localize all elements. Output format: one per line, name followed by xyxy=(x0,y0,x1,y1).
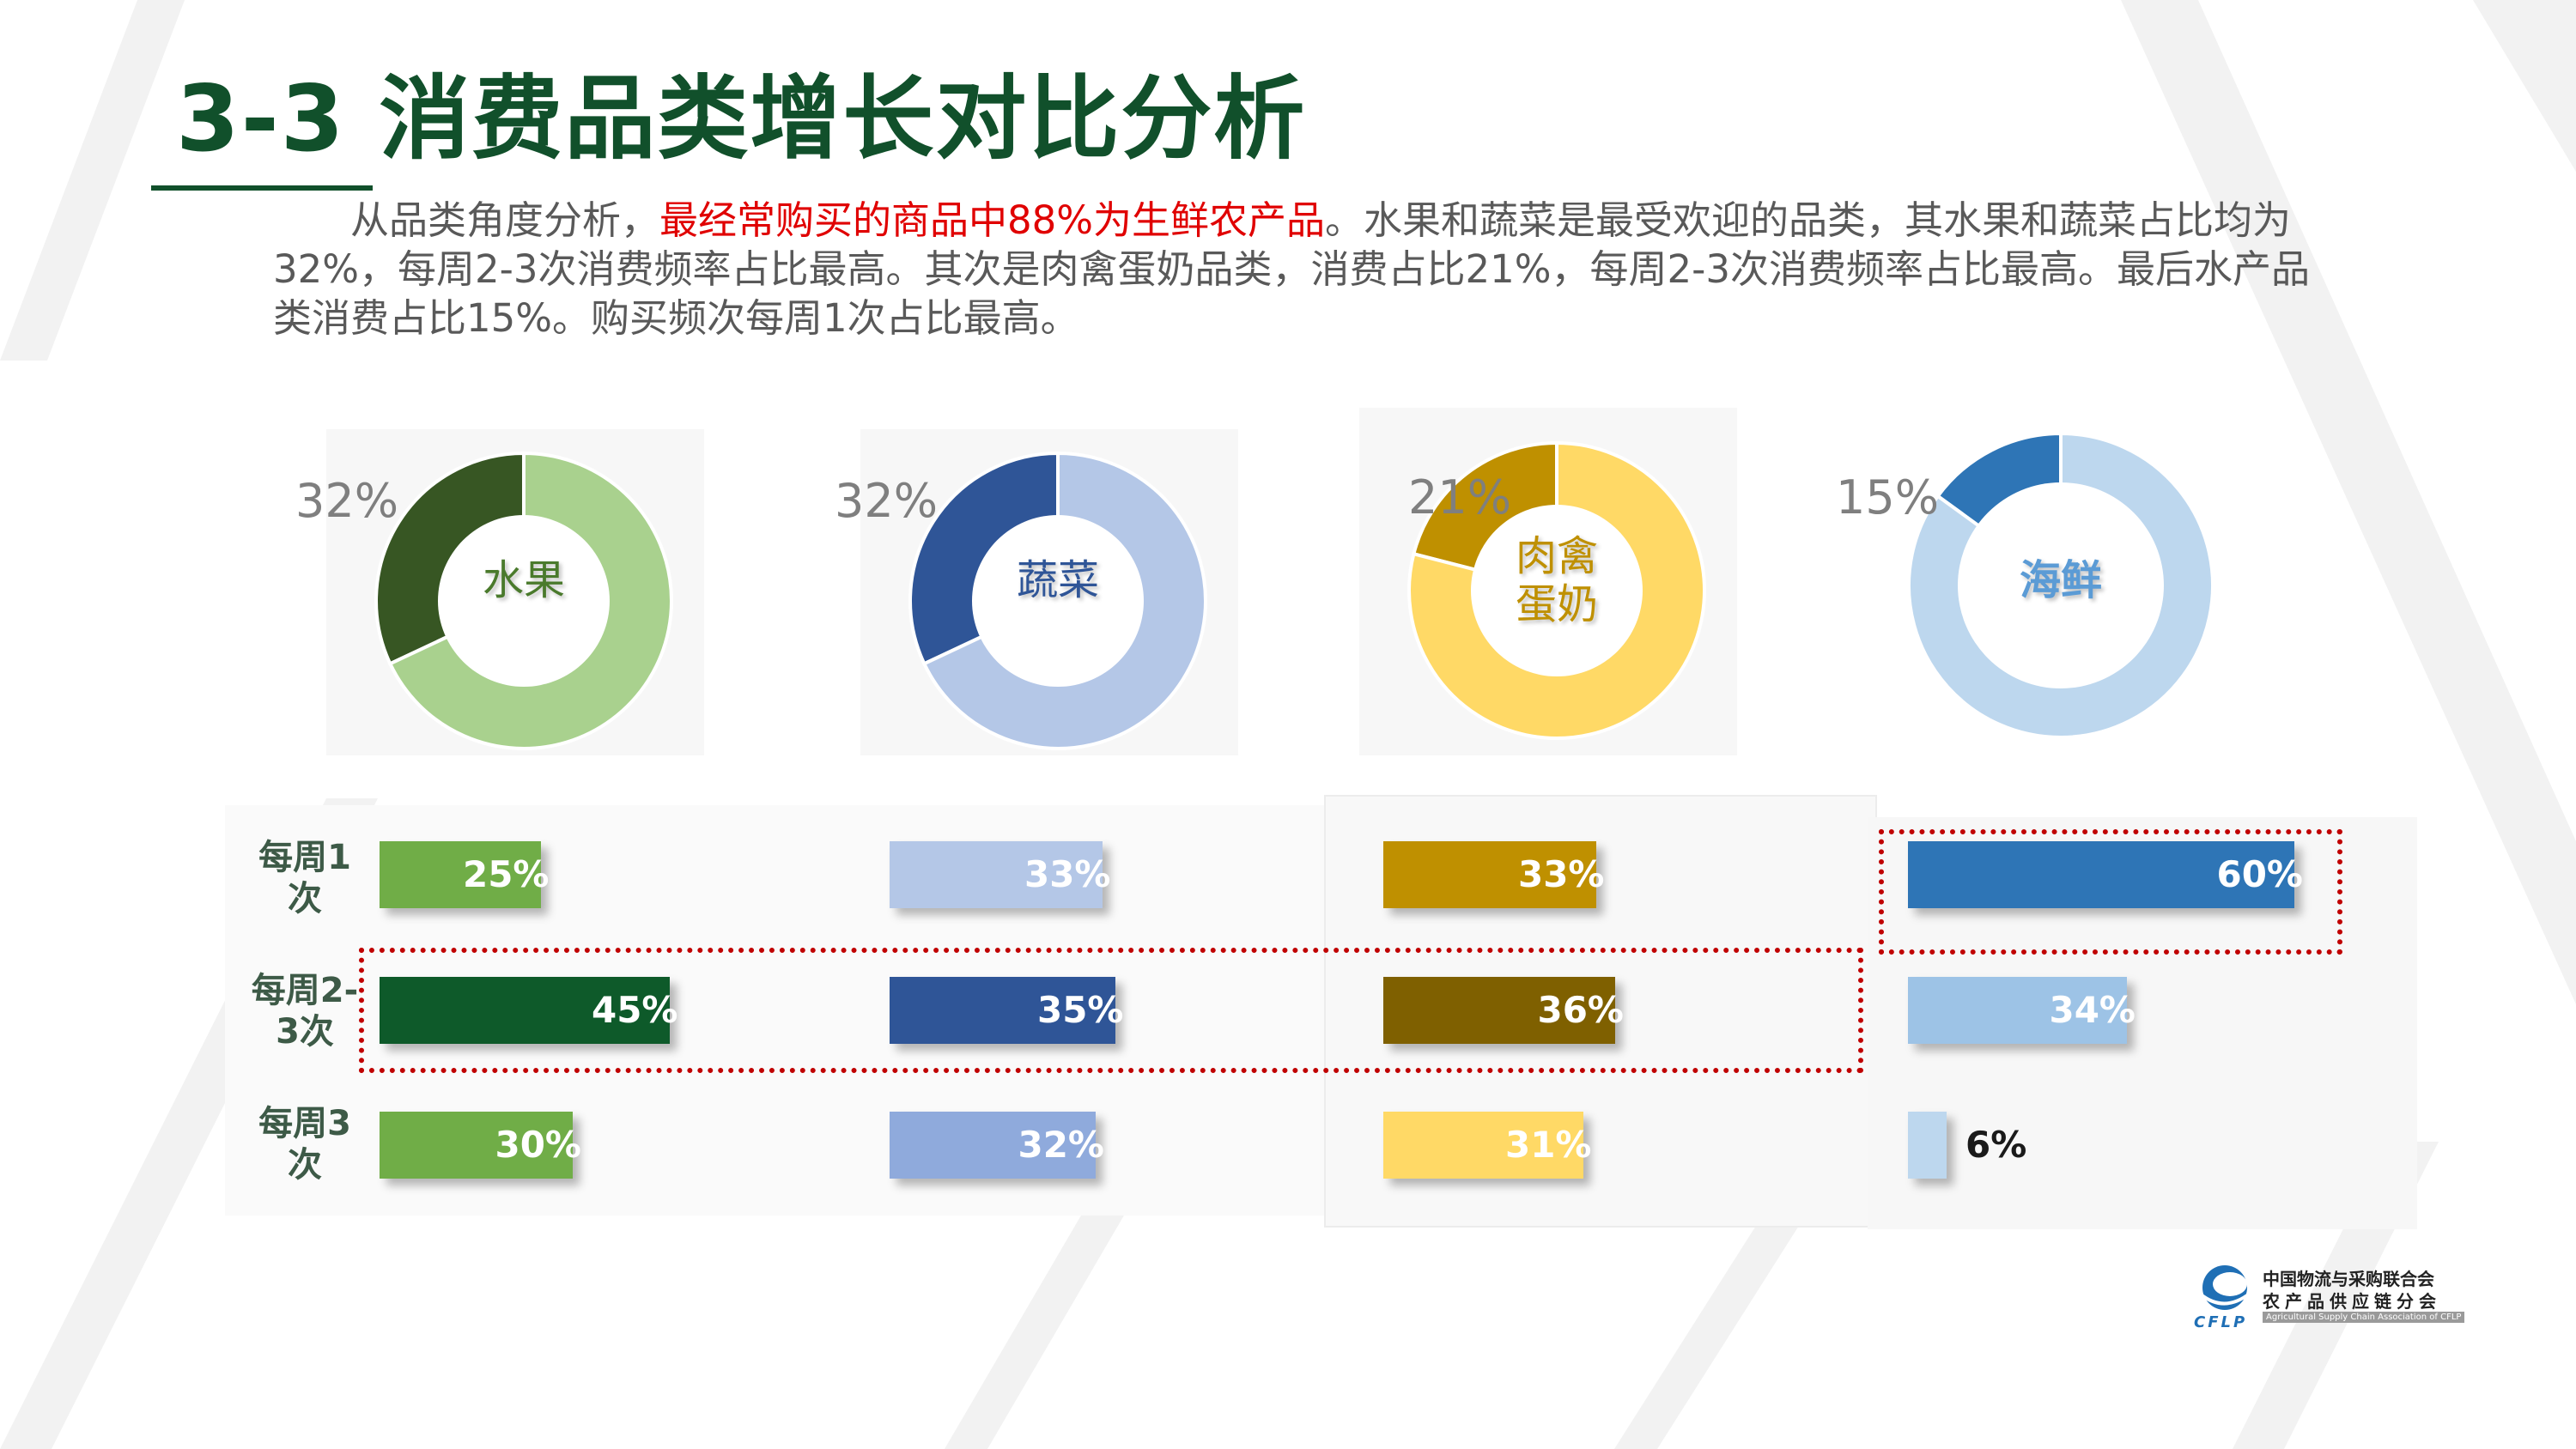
bar-meat-row3: 31% xyxy=(1383,1112,1592,1179)
donut-chart-meat xyxy=(1402,436,1711,745)
donut-center-label: 蔬菜 xyxy=(1016,556,1099,604)
donut-value-label: 15% xyxy=(1836,470,1940,524)
logo-abbr: CFLP xyxy=(2194,1313,2248,1331)
bar-value-label: 35% xyxy=(1036,989,1124,1031)
donut-center-label: 水果 xyxy=(482,556,565,604)
bar-value-label: 31% xyxy=(1504,1124,1592,1166)
globe-logo-icon xyxy=(2199,1265,2252,1310)
bar-value-label: 34% xyxy=(2049,989,2136,1031)
row-label-line: 3次 xyxy=(276,1012,334,1052)
donut-hole xyxy=(1471,505,1643,676)
bar-seafood-row1: 60% xyxy=(1908,841,2303,908)
bar-seafood-row2: 34% xyxy=(1908,977,2136,1044)
bar-meat-row2: 36% xyxy=(1383,977,1624,1044)
row-label-line: 次 xyxy=(288,1145,322,1185)
bar-fruit-row1: 25% xyxy=(380,841,550,908)
row-label-line: 每周3 xyxy=(258,1104,351,1143)
bar-value-label: 33% xyxy=(1024,853,1111,895)
bar-value-label: 30% xyxy=(495,1124,581,1166)
donut-center-label-line1: 肉禽 xyxy=(1515,532,1598,580)
donut-chart-veg xyxy=(903,446,1212,755)
row-label-line: 每周2- xyxy=(251,971,359,1010)
bar-seafood-row3: 6% xyxy=(1908,1112,2026,1179)
intro-text-rest: 。水果和蔬菜是最受欢迎的品类，其水果和蔬菜占比均为32%，每周2-3次消费频率占… xyxy=(273,197,2311,341)
row-label-weekly-1: 每周1 次 xyxy=(219,837,391,919)
donut-chart-seafood xyxy=(1902,427,2220,744)
cflp-logo: CFLP 中国物流与采购联合会 农产品供应链分会 Agricultural Su… xyxy=(2194,1264,2465,1341)
highlight-box-seafood-weekly-1 xyxy=(1879,829,2342,955)
bar-value-label: 25% xyxy=(462,853,550,895)
title-underline xyxy=(151,185,373,191)
highlight-box-weekly-2-3 xyxy=(359,948,1863,1073)
bar-value-label: 60% xyxy=(2216,853,2303,895)
donut-hole xyxy=(438,515,610,687)
bar-meat-row1: 33% xyxy=(1383,841,1605,908)
bar-value-label: 45% xyxy=(591,989,678,1031)
row-label-weekly-2-3: 每周2- 3次 xyxy=(219,970,391,1052)
bar-value-label: 36% xyxy=(1537,989,1624,1031)
donut-slice-seafood-remainder xyxy=(1907,431,2215,739)
donut-center-label-line2: 蛋奶 xyxy=(1515,580,1598,628)
bar-fruit-row2: 45% xyxy=(380,977,678,1044)
bar-value-label: 6% xyxy=(1965,1124,2027,1166)
donut-value-label: 32% xyxy=(295,474,399,528)
row-label-weekly-3: 每周3 次 xyxy=(219,1103,391,1185)
bar-veg-row2: 35% xyxy=(890,977,1124,1044)
donut-chart-fruit xyxy=(369,446,678,755)
bar-value-label: 33% xyxy=(1517,853,1605,895)
bar-veg-row1: 33% xyxy=(890,841,1111,908)
intro-paragraph: 从品类角度分析，最经常购买的商品中88%为生鲜农产品。水果和蔬菜是最受欢迎的品类… xyxy=(273,196,2334,343)
donut-hole xyxy=(972,515,1144,687)
donut-value-label: 21% xyxy=(1408,470,1512,524)
logo-line2: 农产品供应链分会 xyxy=(2263,1291,2441,1312)
logo-english: Agricultural Supply Chain Association of… xyxy=(2263,1312,2465,1323)
bar-value-label: 32% xyxy=(1018,1124,1104,1166)
donut-center-label: 海鲜 xyxy=(2019,556,2102,604)
bar-fruit-row3: 30% xyxy=(380,1112,581,1179)
intro-highlight: 最经常购买的商品中88%为生鲜农产品 xyxy=(659,197,1326,243)
page-title: 3-3 消费品类增长对比分析 xyxy=(176,66,1307,172)
logo-line1: 中国物流与采购联合会 xyxy=(2263,1269,2434,1289)
row-label-line: 次 xyxy=(288,879,322,919)
bar-veg-row3: 32% xyxy=(890,1112,1104,1179)
donut-hole xyxy=(1958,482,2164,688)
donut-value-label: 32% xyxy=(835,474,939,528)
intro-text-start: 从品类角度分析， xyxy=(350,197,660,243)
row-label-line: 每周1 xyxy=(258,838,351,877)
